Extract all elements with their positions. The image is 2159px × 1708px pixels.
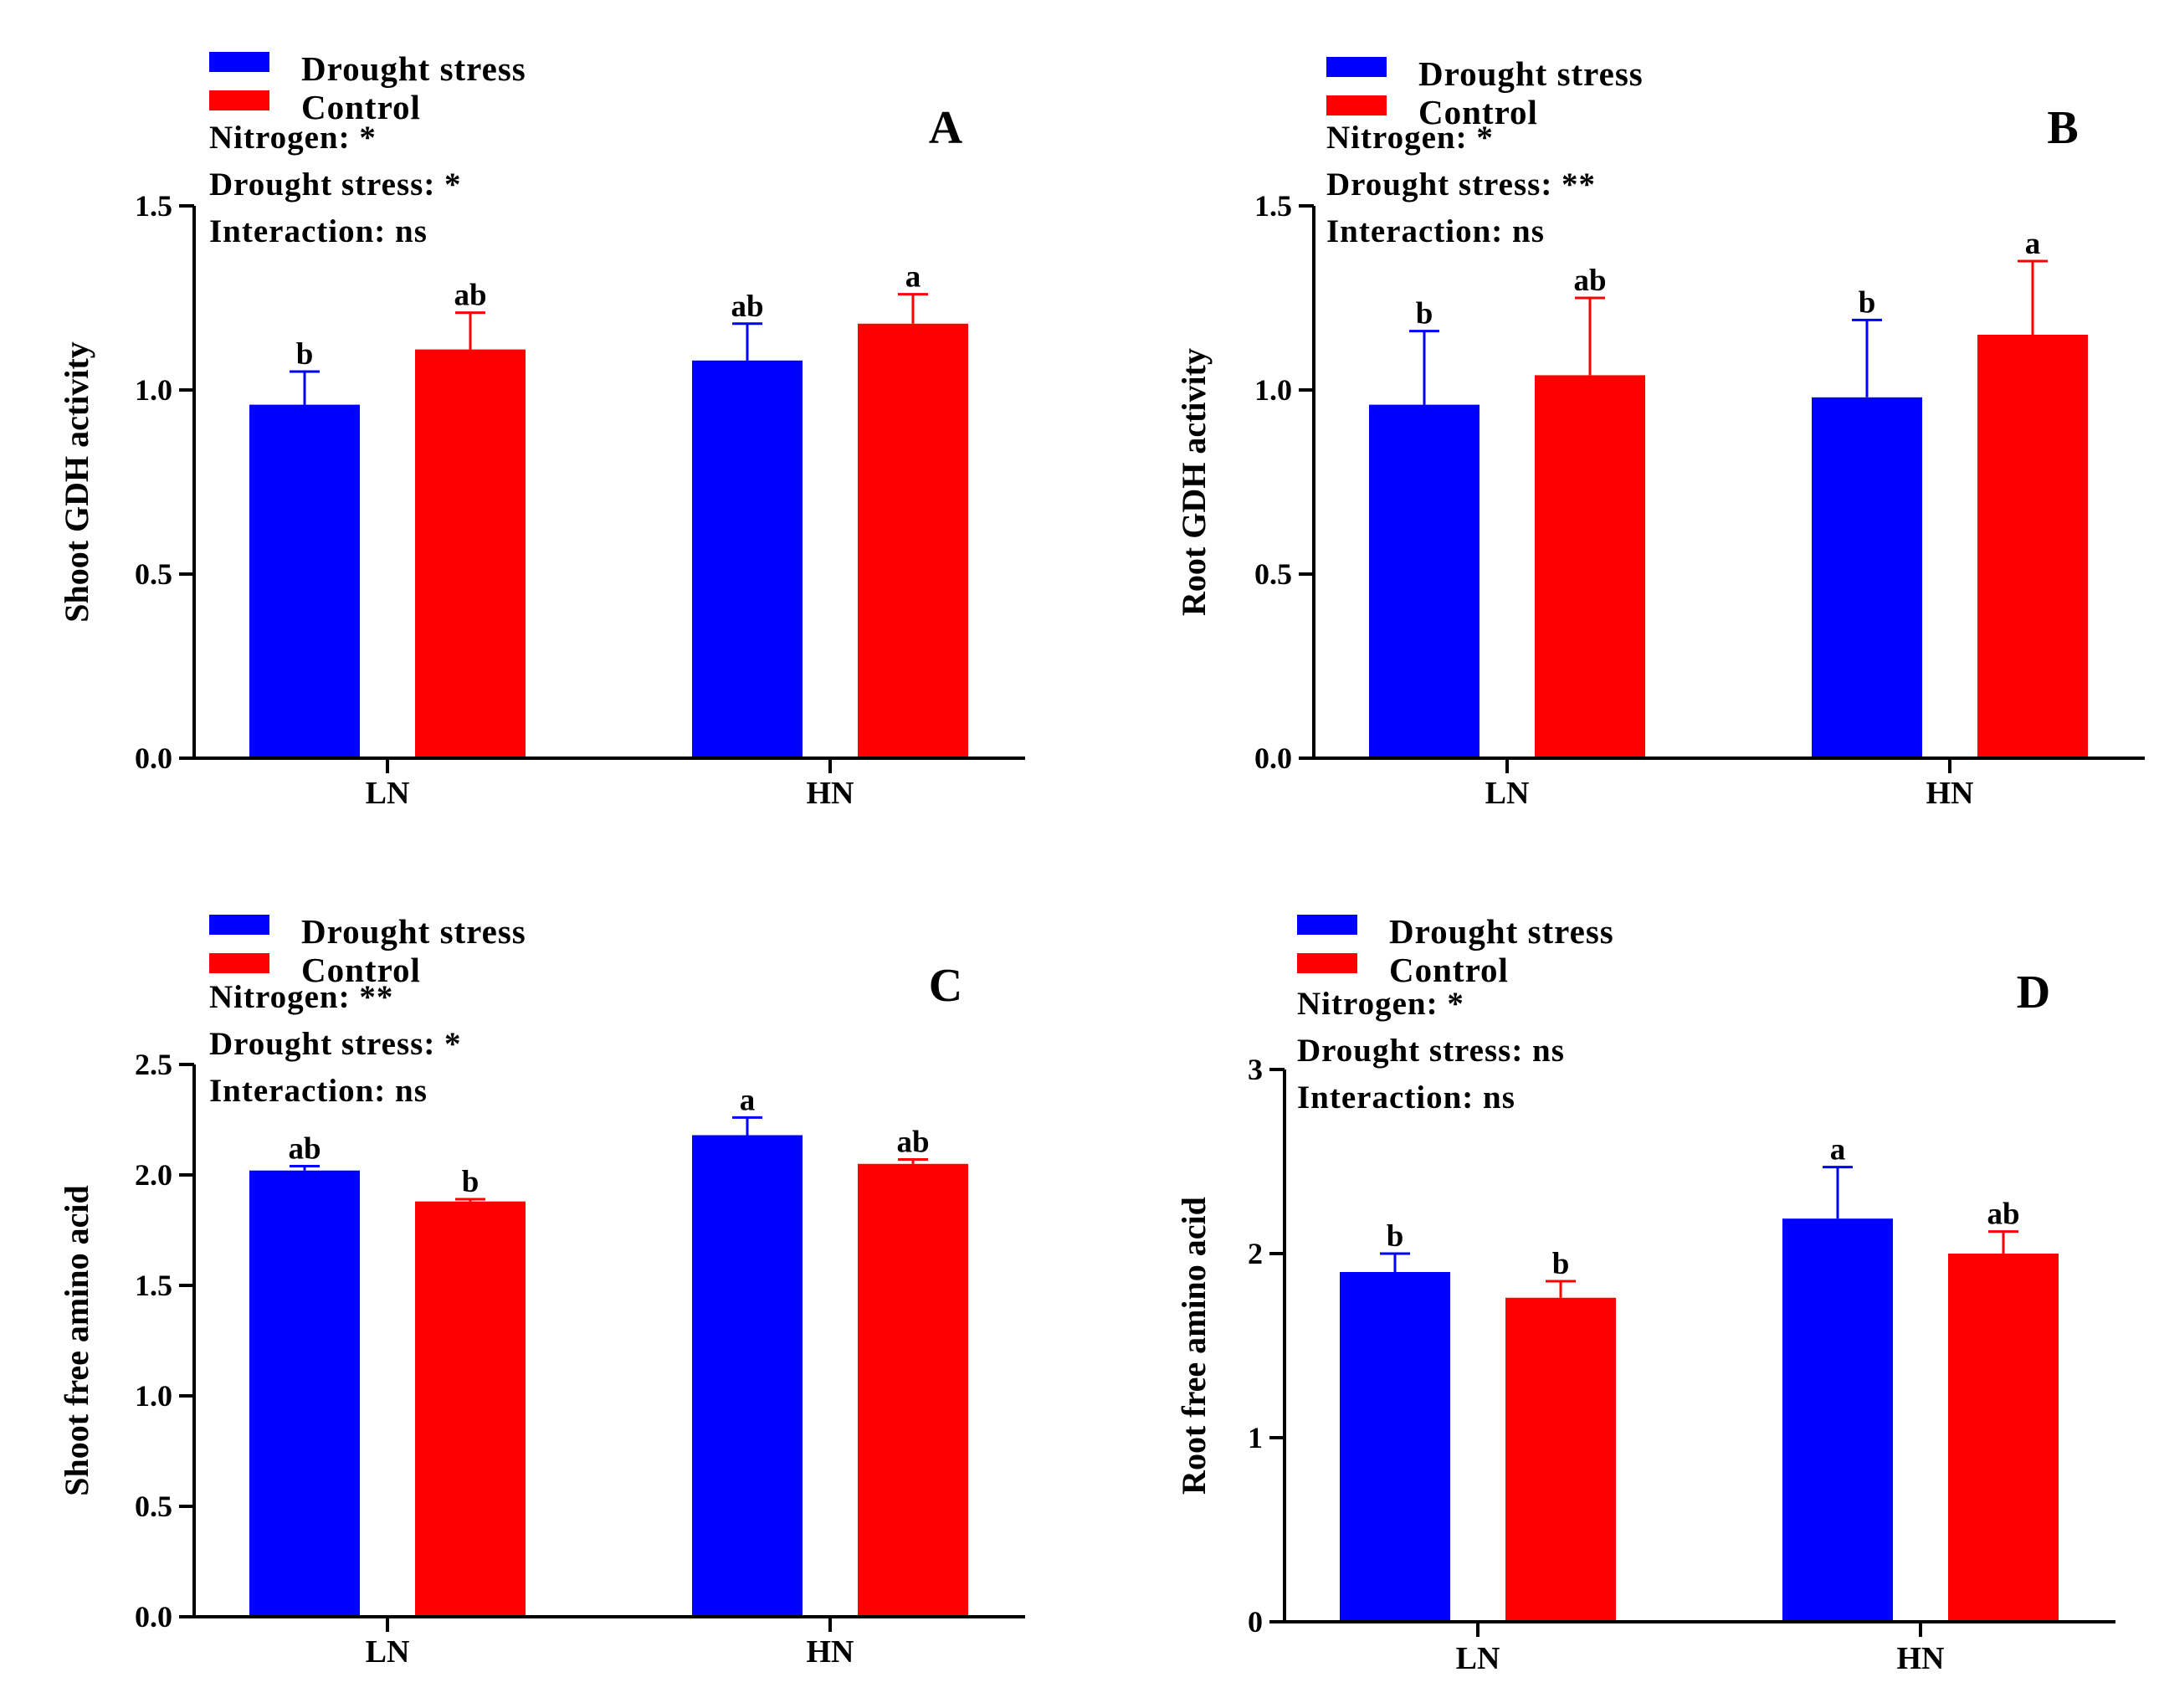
y-tick-label: 1.5 [1254,189,1292,223]
y-tick-label: 2.5 [135,1048,172,1081]
stat-line: Nitrogen: * [1297,986,1464,1022]
y-tick-label: 1.0 [135,1379,172,1413]
x-tick-label-LN: LN [1485,776,1530,811]
x-tick-label-HN: HN [1926,776,1974,811]
stat-line: Drought stress: * [209,167,462,203]
legend-swatch-drought [209,52,269,72]
stat-line: Interaction: ns [1326,213,1545,249]
y-tick-label: 3 [1248,1053,1263,1086]
stat-line: Interaction: ns [209,1073,428,1109]
legend-label-drought: Drought stress [1389,912,1614,951]
bar-control-HN [858,323,968,758]
y-tick-label: 0.5 [135,1490,172,1523]
legend-swatch-control [1297,953,1357,973]
y-tick-label: 1 [1248,1421,1263,1454]
y-tick-label: 1.5 [135,1269,172,1302]
legend-label-control: Control [1418,93,1538,131]
legend-label-drought: Drought stress [301,49,526,88]
significance-letter: ab [454,279,486,313]
legend-label-control: Control [1389,951,1509,989]
legend-label-control: Control [301,951,421,989]
y-tick-label: 1.0 [135,373,172,407]
bar-control-HN [858,1163,968,1617]
stat-line: Interaction: ns [1297,1080,1515,1116]
panel-letter: A [929,102,963,154]
legend-label-control: Control [301,88,421,126]
significance-letter: ab [1573,264,1606,298]
x-tick-label-LN: LN [1456,1641,1500,1676]
y-tick-label: 0.0 [135,1600,172,1634]
legend-swatch-control [1326,95,1387,115]
x-tick-label-HN: HN [807,776,854,811]
bar-drought-HN [692,1135,803,1617]
legend-label-drought: Drought stress [1418,54,1644,93]
bar-drought-HN [1812,397,1922,758]
significance-letter: b [462,1165,479,1199]
legend-swatch-drought [209,915,269,935]
y-tick-label: 2.0 [135,1158,172,1192]
y-tick-label: 0.0 [135,741,172,775]
legend-swatch-drought [1297,915,1357,935]
y-tick-label: 1.5 [135,189,172,223]
x-tick-label-HN: HN [1897,1641,1945,1676]
stat-line: Drought stress: * [209,1026,462,1062]
y-axis-title: Shoot free amino acid [58,1185,95,1495]
bar-drought-LN [249,1170,360,1617]
stat-line: Drought stress: ns [1297,1033,1565,1069]
x-tick-label-HN: HN [807,1634,854,1670]
significance-letter: b [1552,1247,1570,1281]
y-tick-label: 0 [1248,1605,1263,1639]
significance-letter: b [1859,285,1876,320]
legend-swatch-control [209,953,269,973]
bar-drought-LN [1340,1272,1450,1622]
significance-letter: b [296,337,314,372]
x-tick-label-LN: LN [366,1634,410,1670]
panel-letter: D [2017,967,2050,1018]
y-tick-label: 2 [1248,1237,1263,1270]
significance-letter: a [905,260,921,295]
bar-drought-HN [692,360,803,758]
significance-letter: ab [1987,1198,2019,1232]
bar-control-HN [1977,335,2088,758]
bar-drought-HN [1782,1218,1893,1622]
y-tick-label: 1.0 [1254,373,1292,407]
panel-letter: C [929,960,962,1012]
legend-swatch-drought [1326,57,1387,77]
significance-letter: a [1830,1133,1846,1167]
bar-control-LN [415,349,526,758]
significance-letter: ab [896,1126,929,1160]
bar-drought-LN [1369,404,1480,758]
bar-control-LN [1535,375,1645,758]
stat-line: Drought stress: ** [1326,167,1596,203]
y-tick-label: 0.5 [1254,557,1292,591]
significance-letter: ab [731,290,763,324]
stat-line: Nitrogen: * [1326,120,1494,156]
significance-letter: a [2025,227,2041,261]
y-tick-label: 0.0 [1254,741,1292,775]
stat-line: Nitrogen: * [209,120,377,156]
legend-swatch-control [209,90,269,110]
bar-control-HN [1948,1254,2059,1622]
y-axis-title: Root GDH activity [1175,348,1213,616]
bar-control-LN [1505,1297,1616,1622]
significance-letter: b [1416,297,1433,331]
x-tick-label-LN: LN [366,776,410,811]
y-axis-title: Root free amino acid [1175,1197,1213,1495]
stat-line: Nitrogen: ** [209,979,393,1015]
stat-line: Interaction: ns [209,213,428,249]
bar-drought-LN [249,404,360,758]
significance-letter: b [1387,1219,1404,1254]
significance-letter: ab [288,1131,321,1166]
y-tick-label: 0.5 [135,557,172,591]
significance-letter: a [740,1083,756,1117]
panel-letter: B [2047,102,2078,154]
y-axis-title: Shoot GDH activity [58,341,95,623]
legend-label-drought: Drought stress [301,912,526,951]
bar-control-LN [415,1201,526,1617]
